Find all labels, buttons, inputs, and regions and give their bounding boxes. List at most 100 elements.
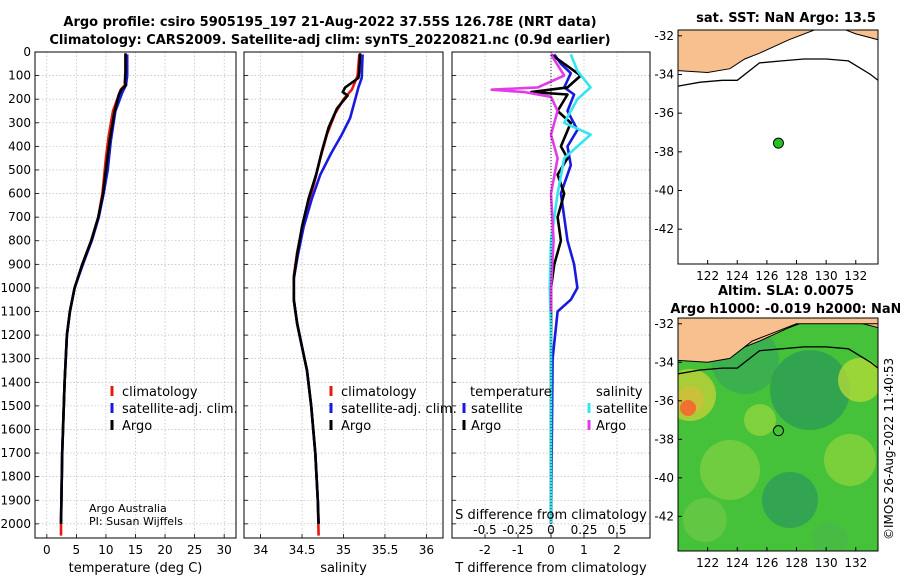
series-line-t-satellite	[549, 53, 579, 524]
float-location-marker	[772, 137, 784, 149]
legend-label: Argo	[596, 419, 626, 434]
map-title: Argo h1000: -0.019 h2000: NaN	[670, 302, 900, 317]
map-xtick-label: 132	[844, 269, 867, 283]
series-line-satellite-adj-clim-	[292, 54, 364, 524]
map-xtick-label: 126	[755, 269, 778, 283]
xtick-label: 2	[613, 543, 621, 557]
xtick-label: 10	[98, 543, 113, 557]
ytick-label: 2000	[0, 517, 31, 531]
isobath-contour	[678, 58, 878, 87]
legend-label: climatology	[122, 385, 198, 400]
x-axis-label: salinity	[320, 561, 367, 576]
ytick-label: 1800	[0, 470, 31, 484]
sla-anomaly-blob	[744, 404, 776, 436]
map-ytick-label: -42	[654, 222, 674, 236]
ytick-label: 1200	[0, 328, 31, 342]
isobath-contour	[678, 346, 878, 375]
ytick-label: 1500	[0, 399, 31, 413]
xtick-label: 5	[73, 543, 81, 557]
map-xtick-label: 128	[785, 556, 808, 570]
ytick-label: 300	[8, 116, 31, 130]
xtick-label: 30	[217, 543, 232, 557]
x-axis-label-top: S difference from climatology	[455, 508, 647, 523]
ytick-label: 1700	[0, 446, 31, 460]
xtick-label: 34	[253, 543, 268, 557]
map-xtick-label: 132	[844, 556, 867, 570]
sla-anomaly-blob	[812, 522, 848, 551]
ytick-label: 200	[8, 92, 31, 106]
chart-temperature: 0100200300400500600700800900100011001200…	[0, 45, 237, 576]
ytick-label: 800	[8, 234, 31, 248]
map-area	[678, 30, 878, 264]
xtick-label: -1	[512, 543, 524, 557]
map-ytick-label: -34	[654, 67, 674, 81]
legend-label: satellite	[596, 402, 648, 417]
figure-title-line1: Argo profile: csiro 5905195_197 21-Aug-2…	[63, 15, 597, 30]
sla-hotspot	[680, 400, 696, 416]
legend-label: Argo	[471, 419, 501, 434]
ytick-label: 0	[23, 45, 31, 59]
legend-label: climatology	[341, 385, 417, 400]
sst-map: 122 124 126 128 130 132 -32 -34 -36 -38 -40 -42 sat.…	[654, 11, 879, 283]
plot-frame	[34, 51, 237, 539]
ytick-label: 700	[8, 210, 31, 224]
legend-header: salinity	[596, 385, 643, 400]
series-line-climatology	[292, 54, 361, 536]
map-xtick-label: 122	[696, 269, 719, 283]
legend-header: temperature	[470, 385, 552, 400]
legend-label: Argo	[341, 419, 371, 434]
map-ytick-label: -40	[654, 184, 674, 198]
ytick-label: 100	[8, 69, 31, 83]
xtick-label: 36	[419, 543, 434, 557]
xtick-top-label: 0.25	[571, 523, 598, 537]
map-ytick-label: -38	[654, 145, 674, 159]
sla-map: 122 124 126 128 130 132 -32 -34 -36 -38 -40 -42 Alti…	[654, 284, 900, 570]
ytick-label: 1000	[0, 281, 31, 295]
map-ytick-label: -36	[654, 106, 674, 120]
map-ytick-label: -32	[654, 29, 674, 43]
map-xtick-label: 130	[815, 269, 838, 283]
legend-label: satellite	[471, 402, 523, 417]
xtick-label: 0	[547, 543, 555, 557]
ytick-label: 1100	[0, 305, 31, 319]
x-axis-label: temperature (deg C)	[69, 561, 203, 576]
map-xtick-label: 128	[785, 269, 808, 283]
ytick-label: 1600	[0, 422, 31, 436]
legend-label: satellite-adj. clim.	[122, 402, 238, 417]
ytick-label: 900	[8, 257, 31, 271]
xtick-label: 35	[336, 543, 351, 557]
figure-title-line2: Climatology: CARS2009. Satellite-adj cli…	[49, 33, 611, 48]
xtick-label: 34.5	[289, 543, 316, 557]
xtick-top-label: -0.25	[502, 523, 533, 537]
xtick-label: -2	[479, 543, 491, 557]
series-line-satellite-adj-clim-	[59, 54, 129, 524]
credit-line2: PI: Susan Wijffels	[89, 515, 183, 528]
ytick-label: 400	[8, 139, 31, 153]
ytick-label: 1900	[0, 493, 31, 507]
map-ytick-label: -40	[654, 471, 674, 485]
series-line-argo	[59, 53, 128, 524]
map-frame	[677, 29, 879, 265]
xtick-label: 35.5	[372, 543, 399, 557]
series-line-climatology	[59, 54, 127, 536]
map-xtick-label: 124	[726, 556, 749, 570]
map-ytick-label: -32	[654, 317, 674, 331]
map-xtick-label: 130	[815, 556, 838, 570]
series-line-s-satellite	[548, 53, 592, 524]
sla-anomaly-blob	[683, 498, 727, 542]
map-ytick-label: -42	[654, 509, 674, 523]
chart-difference: -2 -1 0 1 2 T difference from climatology temp…	[451, 51, 651, 576]
credit-line1: Argo Australia	[89, 502, 167, 515]
x-axis-label: T difference from climatology	[454, 561, 647, 576]
ytick-label: 1300	[0, 352, 31, 366]
land-mass	[678, 318, 878, 363]
series-line-s-argo	[490, 53, 566, 312]
ytick-label: 1400	[0, 375, 31, 389]
map-ytick-label: -34	[654, 355, 674, 369]
map-title: Altim. SLA: 0.0075	[718, 284, 854, 299]
map-xtick-label: 124	[726, 269, 749, 283]
xtick-label: 1	[580, 543, 588, 557]
sla-anomaly-blob	[770, 350, 850, 430]
map-xtick-label: 126	[755, 556, 778, 570]
